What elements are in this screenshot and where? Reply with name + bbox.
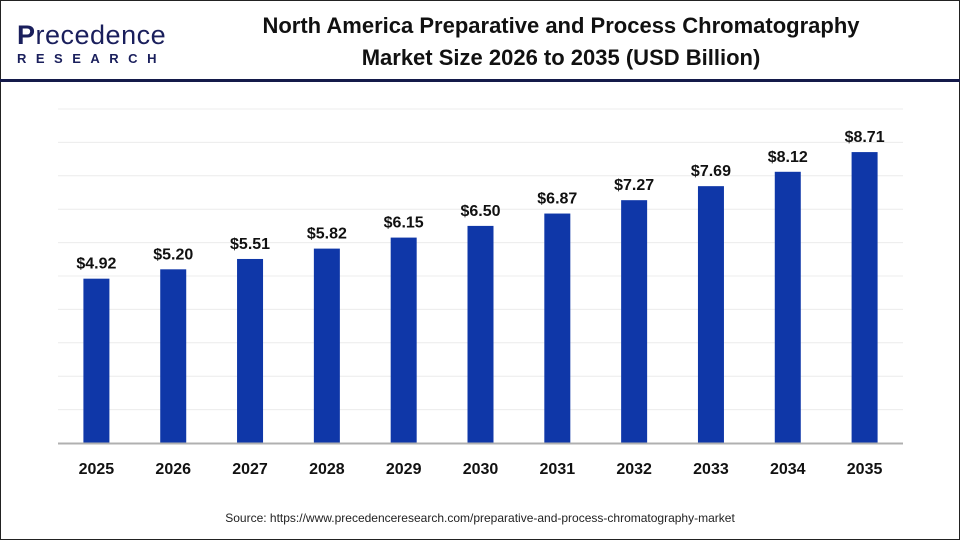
title-line-2: Market Size 2026 to 2035 (USD Billion) (361, 45, 761, 70)
title-line-1: North America Preparative and Process Ch… (262, 13, 860, 38)
logo-text: recedence (35, 20, 167, 50)
data-label: $7.69 (691, 163, 731, 180)
x-tick-label: 2030 (463, 461, 499, 478)
logo-initial: P (17, 20, 36, 50)
data-label: $4.92 (76, 256, 116, 273)
bar-2025 (83, 278, 110, 443)
x-tick-label: 2035 (847, 461, 883, 478)
x-tick-label: 2031 (540, 461, 576, 478)
data-label: $7.27 (614, 177, 654, 194)
bar-2030 (467, 225, 494, 443)
logo-subtext: RESEARCH (17, 51, 166, 66)
data-label: $6.87 (537, 191, 577, 208)
bar-2034 (774, 171, 801, 444)
data-label: $8.71 (845, 129, 885, 146)
data-label: $6.15 (384, 215, 424, 232)
data-label: $5.20 (153, 246, 193, 263)
bar-2035 (851, 152, 878, 443)
bar-2027 (237, 258, 264, 443)
bar-2033 (697, 186, 724, 444)
bar-2028 (313, 248, 340, 443)
x-tick-label: 2033 (693, 461, 729, 478)
bar-2026 (160, 269, 187, 443)
x-tick-label: 2029 (386, 461, 422, 478)
x-tick-label: 2027 (232, 461, 268, 478)
data-label: $6.50 (460, 203, 500, 220)
data-label: $8.12 (768, 149, 808, 166)
bar-2032 (621, 200, 648, 443)
data-label: $5.82 (307, 226, 347, 243)
source-text: Source: https://www.precedenceresearch.c… (225, 511, 735, 525)
x-tick-label: 2034 (770, 461, 806, 478)
x-tick-label: 2028 (309, 461, 345, 478)
x-tick-label: 2026 (155, 461, 191, 478)
bar-2031 (544, 213, 571, 443)
data-label: $5.51 (230, 236, 270, 253)
bar-2029 (390, 237, 417, 443)
x-tick-label: 2032 (616, 461, 652, 478)
x-tick-label: 2025 (79, 461, 115, 478)
chart-title: North America Preparative and Process Ch… (200, 10, 922, 74)
logo: Precedence RESEARCH (17, 20, 167, 67)
header-divider (0, 79, 960, 82)
